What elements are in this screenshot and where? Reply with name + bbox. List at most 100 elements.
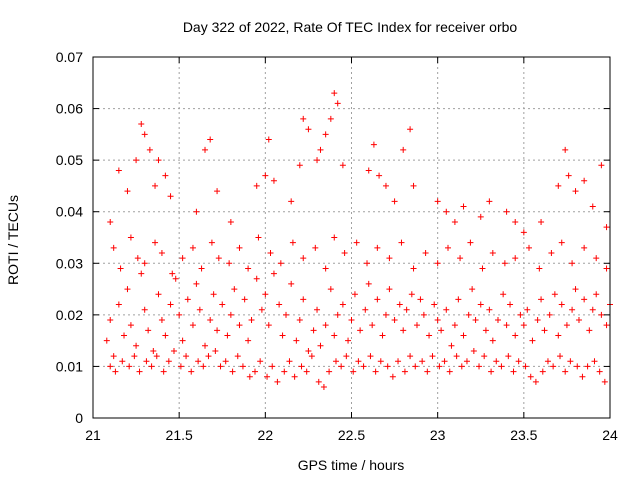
data-point — [124, 286, 131, 293]
data-point — [107, 219, 114, 226]
data-point — [486, 306, 493, 313]
data-point — [420, 311, 427, 318]
data-point — [205, 353, 212, 360]
data-point — [575, 317, 582, 324]
data-point — [529, 337, 536, 344]
data-point — [401, 368, 408, 375]
data-point — [429, 353, 436, 360]
data-point — [579, 373, 586, 380]
data-point — [334, 311, 341, 318]
data-point — [289, 239, 296, 246]
y-tick-label: 0.03 — [56, 255, 83, 271]
y-tick-label: 0.02 — [56, 307, 83, 323]
data-point — [408, 291, 415, 298]
data-point — [558, 239, 565, 246]
data-point — [127, 322, 134, 329]
data-point — [348, 317, 355, 324]
data-point — [152, 239, 159, 246]
y-tick-label: 0 — [75, 410, 83, 426]
y-axis-ticks: 0 0.01 0.02 0.03 0.04 0.05 0.06 0.07 — [56, 49, 610, 426]
data-point — [207, 136, 214, 143]
data-point — [314, 306, 321, 313]
data-point — [262, 172, 269, 179]
x-axis-label: GPS time / hours — [298, 457, 405, 473]
data-point — [152, 182, 159, 189]
data-point — [389, 373, 396, 380]
data-point — [270, 177, 277, 184]
data-point — [184, 296, 191, 303]
data-point — [189, 244, 196, 251]
data-point — [476, 363, 483, 370]
data-point — [210, 291, 217, 298]
data-point — [515, 358, 522, 365]
data-point — [591, 358, 598, 365]
data-point — [258, 306, 265, 313]
data-point — [351, 291, 358, 298]
data-point — [245, 265, 252, 272]
data-point — [253, 275, 260, 282]
data-point — [353, 239, 360, 246]
y-tick-label: 0.06 — [56, 101, 83, 117]
data-point — [386, 286, 393, 293]
data-point — [460, 332, 467, 339]
x-axis-ticks: 21 21.5 22 22.5 23 23.5 24 — [85, 57, 618, 443]
data-point — [270, 270, 277, 277]
data-point — [146, 146, 153, 153]
data-point — [229, 368, 236, 375]
data-point — [374, 296, 381, 303]
data-point — [107, 317, 114, 324]
data-point — [355, 358, 362, 365]
data-point — [300, 296, 307, 303]
data-point — [458, 363, 465, 370]
data-point — [498, 363, 505, 370]
data-point — [331, 332, 338, 339]
data-point — [312, 244, 319, 251]
data-point — [153, 353, 160, 360]
data-point — [362, 306, 369, 313]
data-point — [350, 368, 357, 375]
data-point — [169, 270, 176, 277]
data-point — [115, 301, 122, 308]
data-point — [326, 368, 333, 375]
data-point — [110, 244, 117, 251]
data-point — [124, 188, 131, 195]
data-point — [127, 234, 134, 241]
data-point — [264, 373, 271, 380]
data-point — [296, 162, 303, 169]
data-point — [555, 182, 562, 189]
data-point — [217, 363, 224, 370]
data-point — [451, 322, 458, 329]
data-point — [341, 249, 348, 256]
data-point — [322, 265, 329, 272]
data-point — [265, 136, 272, 143]
data-point — [133, 157, 140, 164]
data-point — [222, 358, 229, 365]
data-point — [407, 353, 414, 360]
data-point — [286, 358, 293, 365]
data-point — [477, 213, 484, 220]
data-point — [603, 224, 610, 231]
data-point — [138, 270, 145, 277]
data-point — [603, 265, 610, 272]
data-point — [470, 347, 477, 354]
data-point — [372, 368, 379, 375]
data-point — [288, 198, 295, 205]
data-point — [379, 332, 386, 339]
data-point — [207, 317, 214, 324]
data-point — [572, 286, 579, 293]
data-point — [117, 265, 124, 272]
data-point — [546, 311, 553, 318]
data-point — [520, 322, 527, 329]
data-point — [598, 311, 605, 318]
data-point — [472, 317, 479, 324]
data-point — [489, 337, 496, 344]
data-point — [493, 358, 500, 365]
data-point — [224, 332, 231, 339]
data-point — [115, 167, 122, 174]
data-point — [524, 306, 531, 313]
data-point — [293, 337, 300, 344]
data-point — [110, 353, 117, 360]
data-point — [569, 306, 576, 313]
data-point — [527, 373, 534, 380]
